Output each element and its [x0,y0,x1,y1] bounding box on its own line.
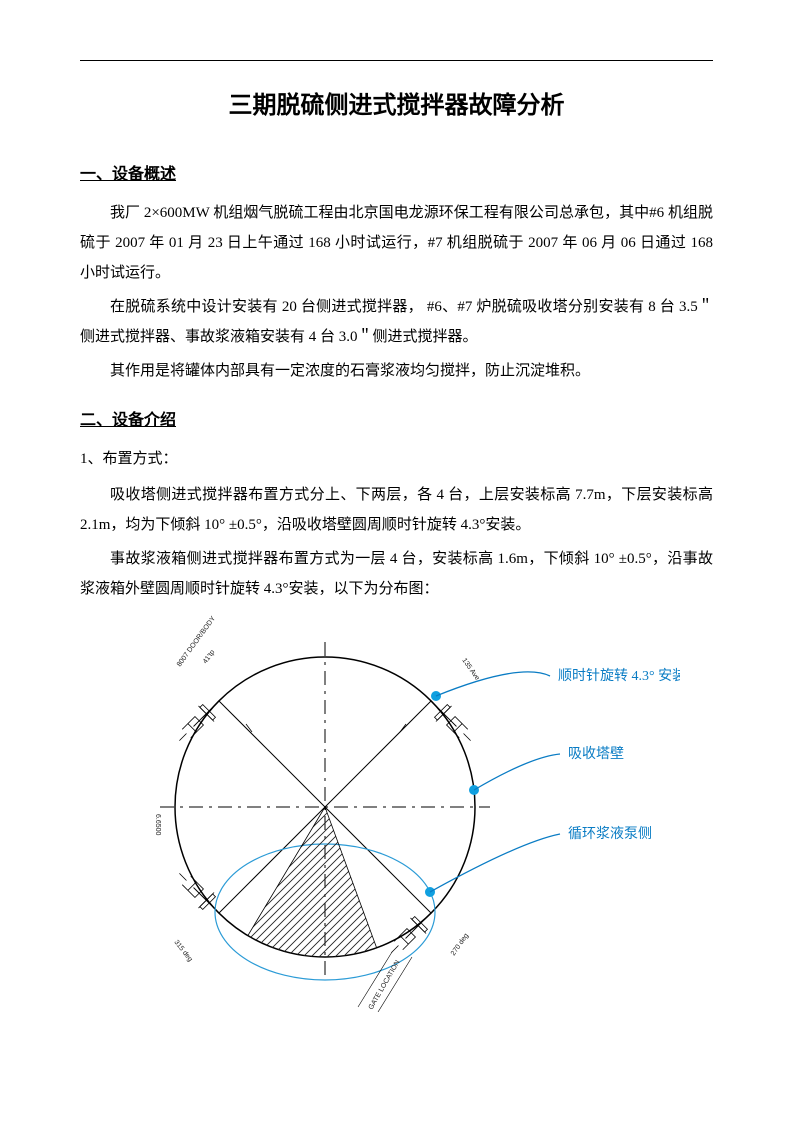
document-title: 三期脱硫侧进式搅拌器故障分析 [80,85,713,120]
label-top-left-2: 41'tp [202,649,217,665]
diagram-svg: 8007 DOOR/BODY 41'tp 135 Ave 315 deg 270… [120,612,680,1012]
label-top-right: 135 Ave [460,657,480,682]
callout-rotation: 顺时针旋转 4.3° 安装 [558,668,680,684]
top-rule [80,60,713,61]
label-bottom-right: 270 deg [450,932,470,957]
layout-diagram: 8007 DOOR/BODY 41'tp 135 Ave 315 deg 270… [120,612,713,1017]
section2-heading: 二、设备介绍 [80,406,713,430]
section2-p2: 事故浆液箱侧进式搅拌器布置方式为一层 4 台，安装标高 1.6m，下倾斜 10°… [80,544,713,604]
section1-p3: 其作用是将罐体内部具有一定浓度的石膏浆液均匀搅拌，防止沉淀堆积。 [80,356,713,386]
section1-p2: 在脱硫系统中设计安装有 20 台侧进式搅拌器， #6、#7 炉脱硫吸收塔分别安装… [80,292,713,352]
callout-pump-side: 循环浆液泵侧 [568,826,652,842]
label-gate: GATE LOCATION [368,959,402,1011]
section1-p1: 我厂 2×600MW 机组烟气脱硫工程由北京国电龙源环保工程有限公司总承包，其中… [80,198,713,288]
section1-heading: 一、设备概述 [80,160,713,184]
callout-wall: 吸收塔壁 [568,746,624,762]
label-left: 6.6500 [154,814,161,836]
label-bottom-left: 315 deg [172,939,193,963]
section2-p1: 吸收塔侧进式搅拌器布置方式分上、下两层，各 4 台，上层安装标高 7.7m，下层… [80,480,713,540]
document-page: 三期脱硫侧进式搅拌器故障分析 一、设备概述 我厂 2×600MW 机组烟气脱硫工… [0,0,793,1122]
section2-sub1: 1、布置方式： [80,444,713,474]
